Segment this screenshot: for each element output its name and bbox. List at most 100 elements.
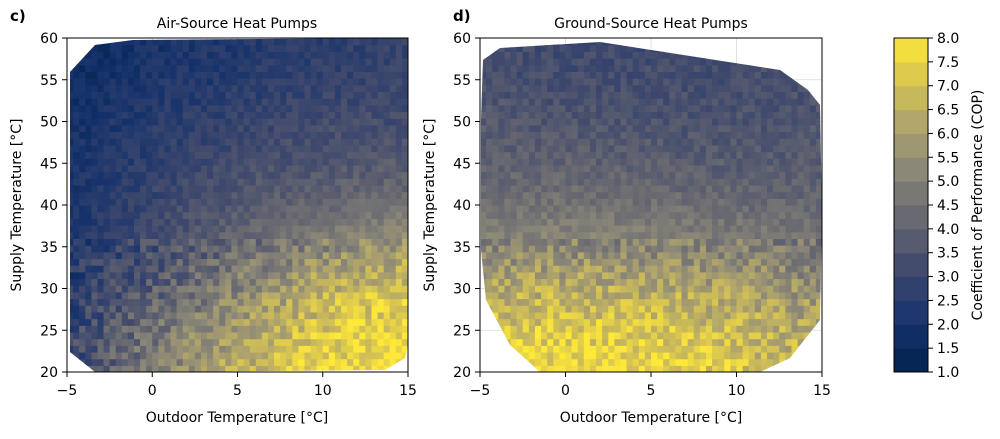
heatmap-cell [371, 125, 378, 132]
heatmap-cell [584, 325, 591, 332]
heatmap-cell [207, 111, 214, 118]
heatmap-cell [602, 165, 609, 172]
heatmap-cell [767, 118, 774, 125]
heatmap-cell [791, 138, 798, 145]
heatmap-cell [158, 65, 165, 72]
heatmap-cell [706, 172, 713, 179]
heatmap-cell [219, 85, 226, 92]
heatmap-cell [110, 225, 117, 232]
heatmap-cell [140, 172, 147, 179]
heatmap-cell [152, 345, 159, 352]
heatmap-cell [280, 145, 287, 152]
heatmap-cell [535, 252, 542, 259]
heatmap-cell [116, 339, 123, 346]
heatmap-cell [706, 325, 713, 332]
heatmap-cell [347, 272, 354, 279]
heatmap-cell [371, 332, 378, 339]
heatmap-cell [317, 359, 324, 366]
heatmap-cell [207, 299, 214, 306]
heatmap-cell [128, 285, 135, 292]
heatmap-cell [304, 305, 311, 312]
heatmap-cell [730, 312, 737, 319]
heatmap-cell [749, 319, 756, 326]
heatmap-cell [146, 232, 153, 239]
heatmap-cell [529, 252, 536, 259]
heatmap-cell [396, 185, 403, 192]
heatmap-cell [79, 285, 86, 292]
heatmap-cell [207, 339, 214, 346]
heatmap-cell [492, 125, 499, 132]
heatmap-cell [486, 252, 493, 259]
heatmap-cell [304, 78, 311, 85]
heatmap-cell [584, 252, 591, 259]
heatmap-cell [91, 132, 98, 139]
heatmap-cell [225, 245, 232, 252]
heatmap-cell [749, 272, 756, 279]
heatmap-cell [122, 272, 129, 279]
heatmap-cell [578, 238, 585, 245]
heatmap-cell [329, 111, 336, 118]
heatmap-cell [779, 265, 786, 272]
heatmap-cell [804, 218, 811, 225]
heatmap-cell [341, 352, 348, 359]
heatmap-cell [110, 345, 117, 352]
heatmap-cell [675, 218, 682, 225]
heatmap-cell [85, 212, 92, 219]
heatmap-cell [262, 158, 269, 165]
heatmap-cell [116, 252, 123, 259]
heatmap-cell [371, 305, 378, 312]
heatmap-cell [755, 299, 762, 306]
heatmap-cell [682, 172, 689, 179]
heatmap-cell [559, 232, 566, 239]
heatmap-cell [171, 91, 178, 98]
heatmap-cell [238, 272, 245, 279]
heatmap-cell [183, 51, 190, 58]
heatmap-cell [304, 111, 311, 118]
heatmap-cell [189, 125, 196, 132]
heatmap-cell [511, 152, 518, 159]
heatmap-cell [195, 238, 202, 245]
heatmap-cell [341, 258, 348, 265]
heatmap-cell [244, 252, 251, 259]
heatmap-cell [712, 218, 719, 225]
heatmap-cell [798, 212, 805, 219]
heatmap-cell [116, 51, 123, 58]
heatmap-cell [498, 198, 505, 205]
heatmap-cell [785, 285, 792, 292]
heatmap-cell [189, 305, 196, 312]
heatmap-cell [225, 359, 232, 366]
heatmap-cell [378, 205, 385, 212]
heatmap-cell [378, 218, 385, 225]
heatmap-cell [712, 272, 719, 279]
heatmap-cell [712, 278, 719, 285]
heatmap-cell [541, 185, 548, 192]
heatmap-cell [535, 319, 542, 326]
heatmap-cell [620, 359, 627, 366]
heatmap-cell [779, 158, 786, 165]
heatmap-cell [250, 98, 257, 105]
heatmap-cell [177, 118, 184, 125]
heatmap-cell [785, 258, 792, 265]
heatmap-cell [724, 352, 731, 359]
heatmap-cell [480, 218, 487, 225]
heatmap-cell [292, 292, 299, 299]
heatmap-cell [256, 132, 263, 139]
heatmap-cell [486, 192, 493, 199]
heatmap-cell [286, 312, 293, 319]
heatmap-cell [304, 345, 311, 352]
heatmap-cell [329, 45, 336, 52]
heatmap-cell [73, 272, 80, 279]
heatmap-cell [749, 245, 756, 252]
heatmap-cell [213, 245, 220, 252]
heatmap-cell [158, 145, 165, 152]
heatmap-cell [171, 319, 178, 326]
heatmap-cell [146, 165, 153, 172]
heatmap-cell [274, 325, 281, 332]
heatmap-cell [213, 332, 220, 339]
heatmap-cell [743, 285, 750, 292]
heatmap-cell [596, 265, 603, 272]
heatmap-cell [371, 165, 378, 172]
heatmap-cell [578, 345, 585, 352]
heatmap-cell [498, 205, 505, 212]
heatmap-cell [183, 91, 190, 98]
